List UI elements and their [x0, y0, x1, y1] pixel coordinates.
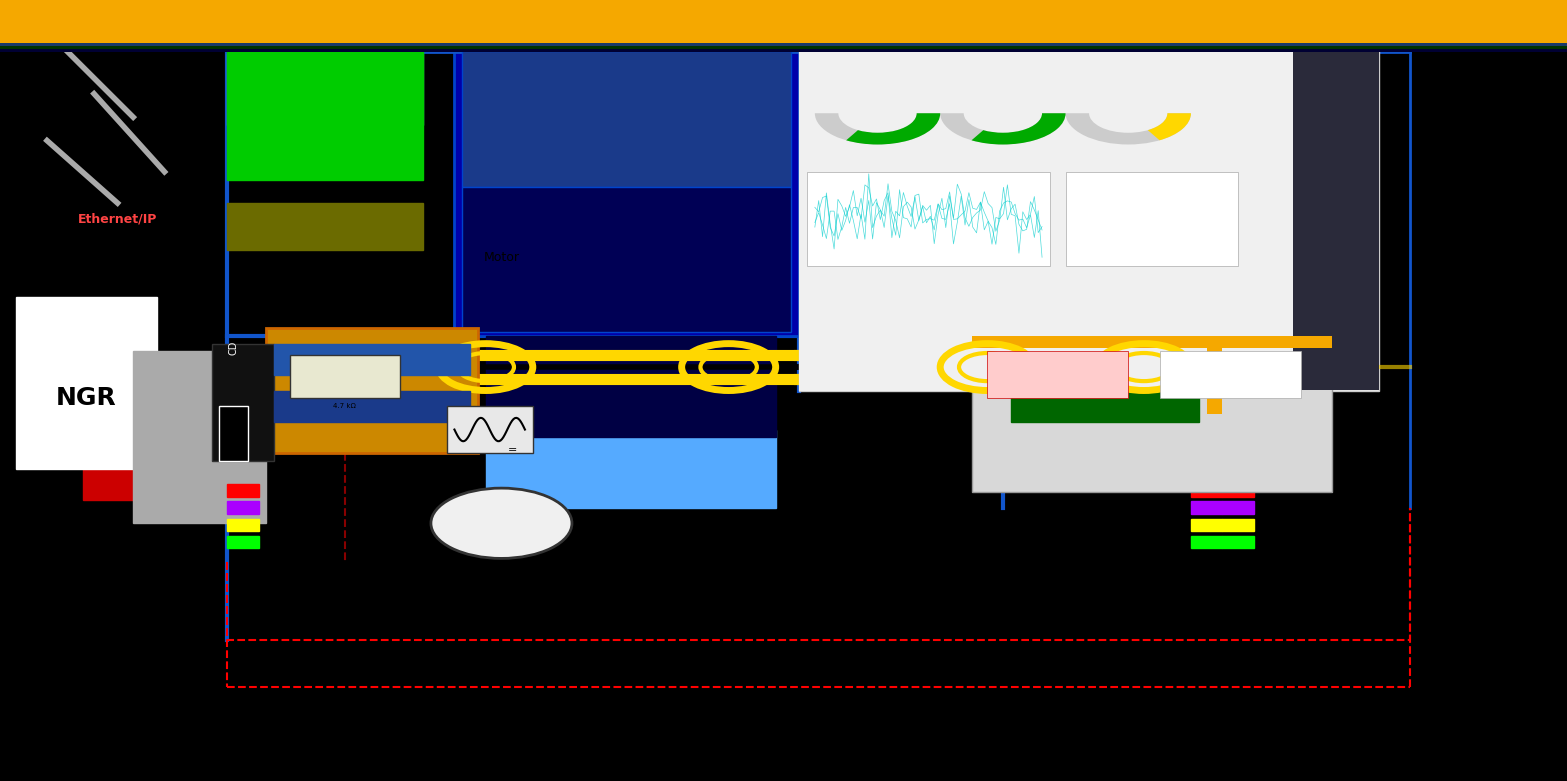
- Bar: [454, 39, 799, 336]
- Wedge shape: [846, 113, 940, 144]
- Bar: [1293, 35, 1379, 390]
- Bar: [0, 49, 1567, 52]
- Bar: [987, 351, 1128, 398]
- Bar: [1003, 336, 1207, 437]
- Bar: [83, 430, 216, 500]
- Text: 4.7 kΩ: 4.7 kΩ: [334, 403, 356, 409]
- Bar: [16, 297, 157, 469]
- Bar: [462, 187, 791, 332]
- Bar: [1003, 55, 1207, 344]
- Bar: [1191, 484, 1222, 497]
- Bar: [1191, 519, 1222, 531]
- Circle shape: [431, 488, 572, 558]
- Bar: [447, 406, 533, 453]
- Text: =: =: [508, 445, 517, 455]
- Bar: [212, 344, 274, 461]
- Text: ABB: ABB: [774, 749, 824, 769]
- Bar: [290, 355, 400, 398]
- Bar: [1222, 519, 1254, 531]
- Bar: [972, 336, 1332, 492]
- Text: Motor: Motor: [484, 251, 519, 264]
- Bar: [227, 203, 423, 250]
- Bar: [227, 484, 259, 497]
- Bar: [807, 172, 1050, 266]
- Bar: [486, 430, 776, 508]
- Bar: [799, 49, 1293, 390]
- Bar: [1191, 501, 1222, 514]
- Bar: [1160, 351, 1301, 398]
- Wedge shape: [1147, 113, 1191, 141]
- Wedge shape: [972, 113, 1066, 144]
- Bar: [799, 35, 1379, 49]
- Bar: [227, 519, 259, 531]
- Bar: [266, 328, 478, 453]
- Wedge shape: [815, 113, 940, 144]
- Bar: [1011, 344, 1199, 375]
- Bar: [227, 39, 423, 180]
- Text: ABB: ABB: [1078, 751, 1100, 761]
- Text: Ethernet/IP: Ethernet/IP: [78, 212, 157, 225]
- Bar: [972, 336, 1332, 348]
- Bar: [1003, 55, 1207, 199]
- Bar: [274, 344, 470, 375]
- Text: NGR: NGR: [56, 387, 116, 410]
- Bar: [0, 0, 1567, 43]
- Bar: [227, 501, 259, 514]
- Bar: [799, 16, 1379, 35]
- Bar: [274, 390, 470, 422]
- Bar: [133, 351, 266, 523]
- Wedge shape: [1066, 113, 1191, 144]
- Bar: [227, 39, 423, 125]
- Bar: [1191, 536, 1222, 548]
- Bar: [219, 406, 248, 461]
- Bar: [1355, 20, 1371, 29]
- Bar: [0, 43, 1567, 46]
- Wedge shape: [940, 113, 1066, 144]
- Bar: [799, 16, 1379, 390]
- Bar: [1222, 484, 1254, 497]
- Text: CD: CD: [229, 341, 238, 355]
- Bar: [1066, 172, 1238, 266]
- Bar: [462, 51, 791, 187]
- Bar: [1207, 336, 1222, 414]
- Bar: [1222, 536, 1254, 548]
- Bar: [1011, 390, 1199, 422]
- Bar: [1222, 501, 1254, 514]
- Bar: [0, 46, 1567, 49]
- Bar: [486, 336, 776, 437]
- Bar: [227, 536, 259, 548]
- Bar: [0, 43, 1567, 52]
